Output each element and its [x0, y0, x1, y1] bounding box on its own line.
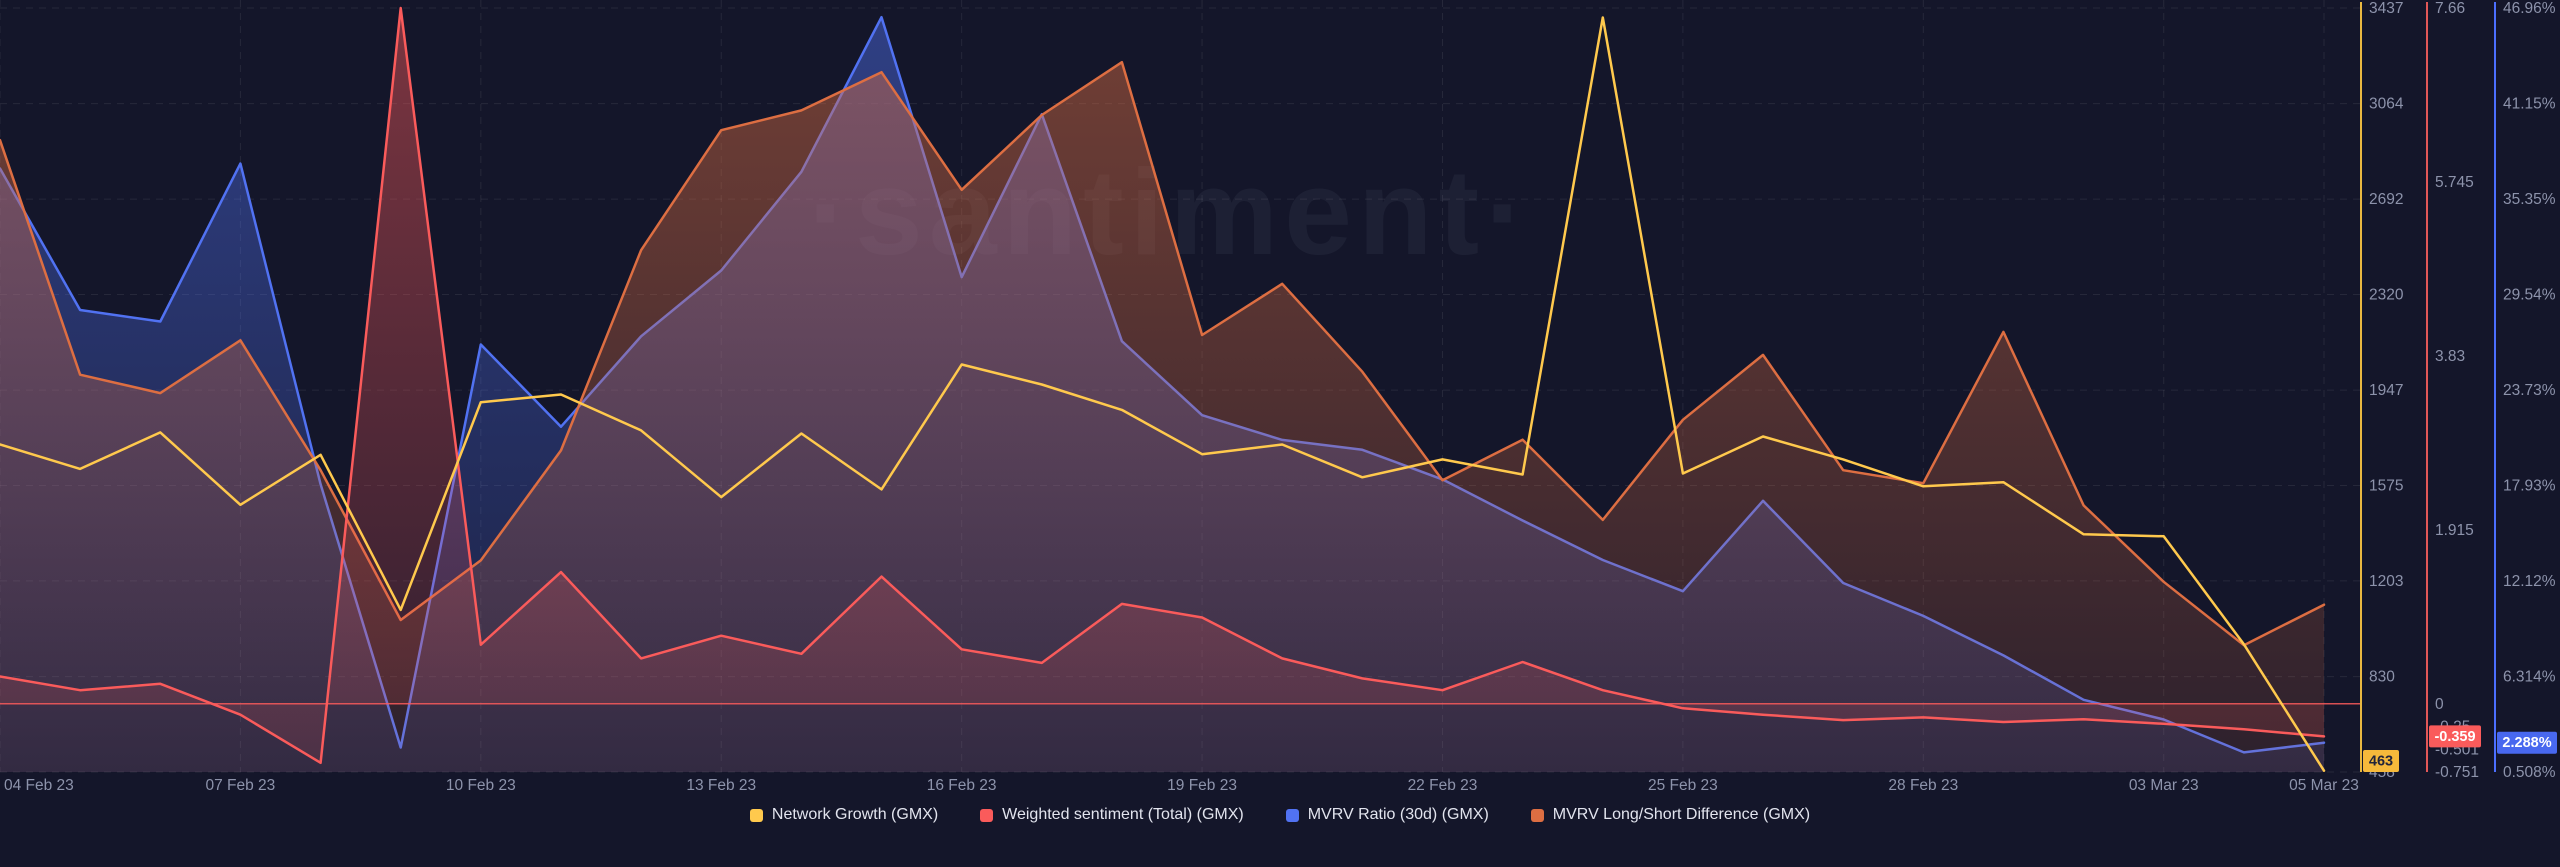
- series-line-weighted-sentiment-total-gmx[interactable]: [0, 6, 2326, 765]
- y-tick-label-network_growth: 3437: [2369, 0, 2403, 17]
- legend-item-network-growth-gmx[interactable]: Network Growth (GMX): [749, 806, 939, 824]
- legend-label: MVRV Long/Short Difference (GMX): [1552, 806, 1811, 823]
- y-tick-label-mvrv_ratio: 46.96%: [2503, 0, 2556, 17]
- y-tick-label-mvrv_ratio: 17.93%: [2503, 477, 2556, 494]
- badge-value-text: -0.359: [2434, 729, 2475, 745]
- chart-legend: Network Growth (GMX) Weighted sentiment (…: [0, 806, 2560, 824]
- y-tick-label-mvrv_ratio: 12.12%: [2503, 573, 2556, 590]
- y-tick-label-network_growth: 830: [2369, 669, 2395, 686]
- legend-marker-icon: [980, 808, 994, 822]
- legend-marker-icon: [1530, 808, 1544, 822]
- y-tick-label-weighted_sentiment: 0: [2435, 696, 2444, 713]
- y-tick-label-mvrv_ratio: 29.54%: [2503, 287, 2556, 304]
- x-tick-label: 16 Feb 23: [927, 777, 997, 794]
- y-tick-label-mvrv_ratio: 41.15%: [2503, 96, 2556, 113]
- legend-item-weighted-sentiment-total-gmx[interactable]: Weighted sentiment (Total) (GMX): [980, 806, 1244, 824]
- x-tick-label: 28 Feb 23: [1888, 777, 1958, 794]
- badge-value-text: 2.288%: [2502, 735, 2551, 751]
- last-value-badge-mvrv_ratio: 2.288%: [2497, 731, 2557, 754]
- legend-marker-icon: [1285, 808, 1299, 822]
- x-tick-label: 22 Feb 23: [1408, 777, 1478, 794]
- legend-label: Weighted sentiment (Total) (GMX): [1002, 806, 1244, 823]
- y-tick-label-network_growth: 1947: [2369, 382, 2403, 399]
- x-tick-label: 04 Feb 23: [4, 777, 74, 794]
- x-tick-label: 03 Mar 23: [2129, 777, 2199, 794]
- x-tick-label: 07 Feb 23: [206, 777, 276, 794]
- legend-label: Network Growth (GMX): [771, 806, 939, 823]
- legend-item-mvrv-long-short-difference-gmx[interactable]: MVRV Long/Short Difference (GMX): [1530, 806, 1811, 824]
- y-tick-label-mvrv_ratio: 0.508%: [2503, 764, 2556, 781]
- y-tick-label-network_growth: 3064: [2369, 96, 2404, 113]
- y-tick-label-weighted_sentiment: 5.745: [2435, 174, 2474, 191]
- y-tick-label-weighted_sentiment: 7.66: [2435, 0, 2465, 17]
- x-tick-label: 19 Feb 23: [1167, 777, 1237, 794]
- series-line-network-growth-gmx[interactable]: [0, 16, 2326, 772]
- x-tick-label: 10 Feb 23: [446, 777, 516, 794]
- last-value-badge-network_growth: 463: [2363, 750, 2399, 772]
- last-value-badge-weighted_sentiment: -0.359: [2429, 725, 2481, 748]
- y-tick-label-weighted_sentiment: 1.915: [2435, 522, 2474, 539]
- y-tick-label-network_growth: 1575: [2369, 478, 2403, 495]
- x-tick-label: 13 Feb 23: [686, 777, 756, 794]
- y-tick-label-mvrv_ratio: 6.314%: [2503, 669, 2556, 686]
- y-tick-label-network_growth: 2692: [2369, 191, 2403, 208]
- y-tick-label-mvrv_ratio: 35.35%: [2503, 191, 2556, 208]
- x-tick-label: 05 Mar 23: [2289, 777, 2359, 794]
- y-tick-label-mvrv_ratio: 23.73%: [2503, 382, 2556, 399]
- legend-label: MVRV Ratio (30d) (GMX): [1307, 806, 1489, 823]
- legend-marker-icon: [749, 808, 763, 822]
- badge-value-text: 463: [2369, 754, 2393, 770]
- y-tick-label-weighted_sentiment: -0.751: [2435, 764, 2479, 781]
- y-tick-label-weighted_sentiment: 3.83: [2435, 348, 2465, 365]
- y-tick-label-network_growth: 1203: [2369, 573, 2403, 590]
- x-tick-label: 25 Feb 23: [1648, 777, 1718, 794]
- legend-item-mvrv-ratio-30d-gmx[interactable]: MVRV Ratio (30d) (GMX): [1285, 806, 1489, 824]
- y-tick-label-network_growth: 2320: [2369, 286, 2404, 303]
